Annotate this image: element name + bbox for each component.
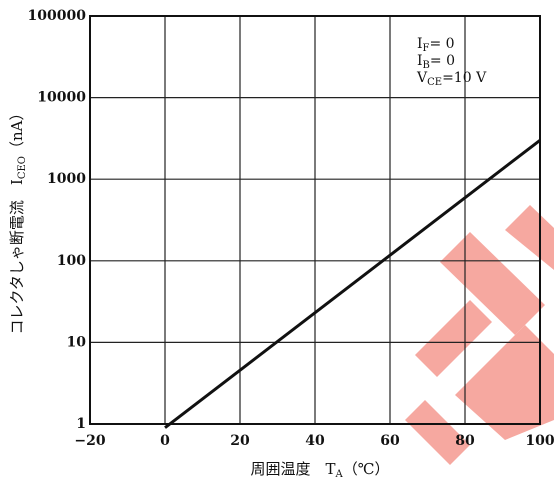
y-tick-labels: 1 10 100 1000 10000 100000 [28,8,87,432]
y-axis-label-sub: CEO [17,156,28,179]
condition-symbol: V [416,70,428,86]
watermark-shape-4 [405,400,470,465]
condition-subscript: CE [427,77,442,88]
y-tick-label: 1 [76,416,86,432]
y-tick-label: 10 [67,334,87,350]
y-axis-label-main: コレクタしゃ断電流 I [8,179,26,334]
x-axis-label-unit: （℃） [343,460,390,478]
series-line-0 [164,139,541,429]
x-axis-label-main: 周囲温度 T [250,460,335,478]
condition-symbol: I [417,53,423,69]
series-layer [164,139,541,429]
condition-subscript: F [423,43,430,54]
watermark-logo [405,205,554,465]
y-tick-label: 100000 [28,8,87,24]
x-axis-label: 周囲温度 TA（℃） [250,460,389,480]
x-axis-label-sub: A [335,469,344,480]
y-axis-label-unit: （nA） [8,106,26,157]
condition-annotation-2: VCE=10 V [416,70,487,88]
x-tick-label: 40 [305,433,325,449]
x-tick-label: 0 [160,433,170,449]
plot-frame [89,15,541,425]
x-tick-label: 60 [380,433,400,449]
x-tick-label: 80 [455,433,475,449]
x-tick-label: 100 [525,433,554,449]
y-tick-label: 10000 [37,90,86,106]
condition-annotation-0: IF= 0 [417,36,455,54]
x-tick-labels: −20 0 20 40 60 80 100 [74,433,554,449]
y-tick-label: 100 [57,253,86,269]
condition-value: = 0 [429,36,454,52]
condition-symbol: I [417,36,423,52]
condition-value: =10 V [442,70,487,86]
x-tick-label: −20 [74,433,105,449]
y-axis-label: コレクタしゃ断電流 ICEO（nA） [8,106,28,335]
watermark-shape-2 [455,325,554,440]
watermark-shape-3 [505,205,554,270]
watermark-shape-0 [440,232,545,335]
x-tick-label: 20 [230,433,250,449]
condition-subscript: B [423,60,430,71]
watermark-shape-1 [415,300,492,377]
condition-value: = 0 [430,53,455,69]
condition-annotation-1: IB= 0 [417,53,455,71]
y-tick-label: 1000 [47,171,86,187]
